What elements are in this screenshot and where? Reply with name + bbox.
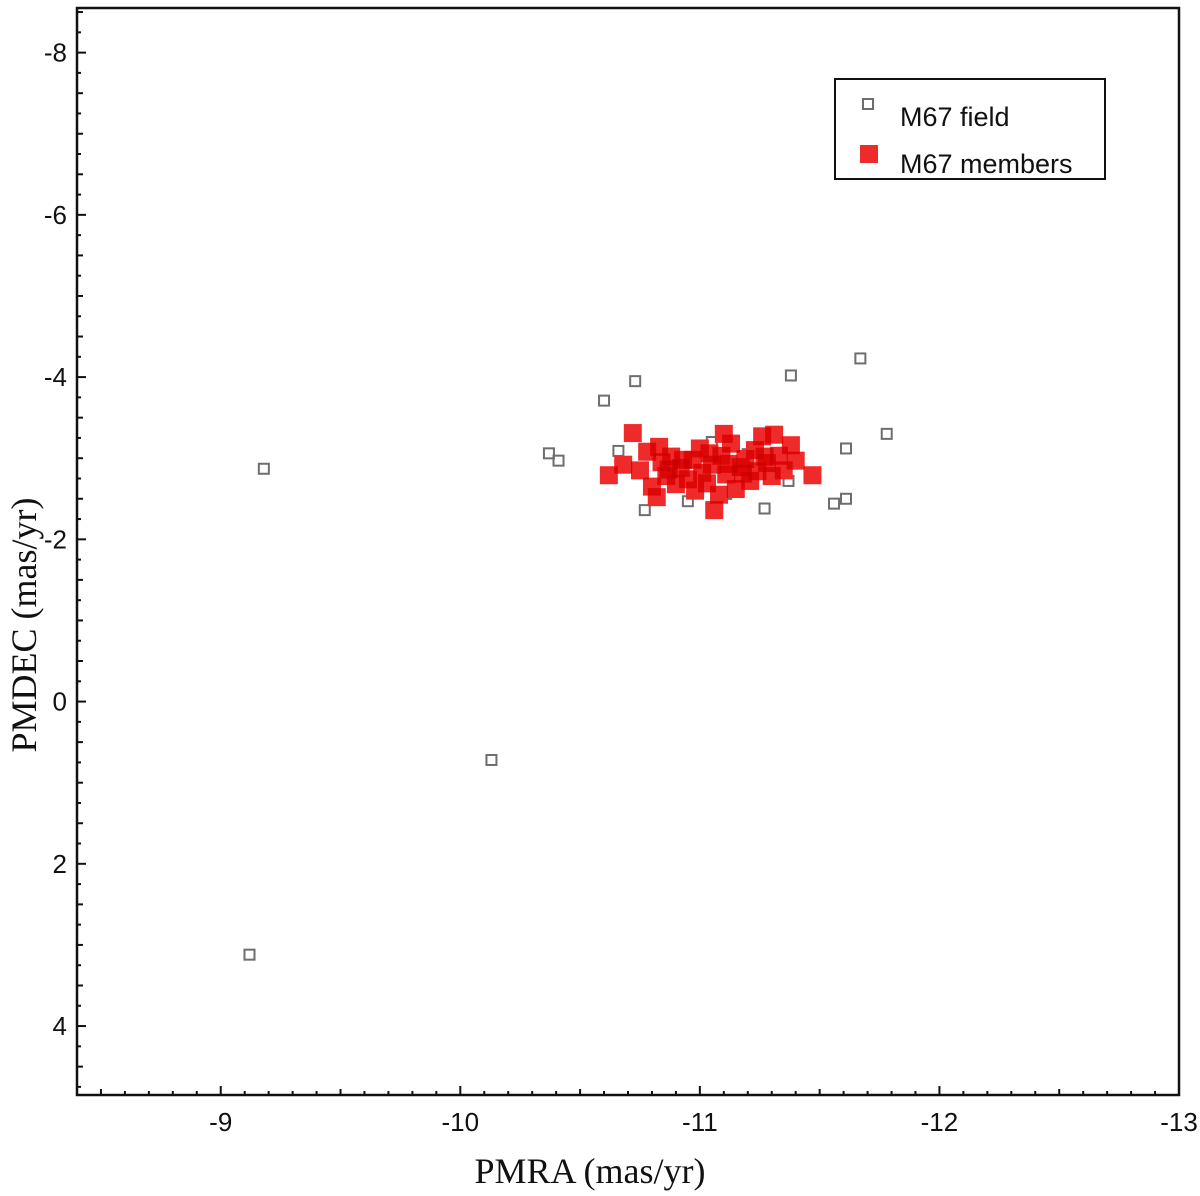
member-point: [733, 464, 752, 483]
legend-box: [834, 78, 1106, 180]
member-point: [803, 466, 822, 485]
field-point: [840, 442, 853, 455]
member-point: [630, 461, 649, 480]
field-point: [552, 454, 565, 467]
legend-members-marker: [860, 145, 878, 163]
field-point: [243, 948, 256, 961]
member-point: [705, 501, 724, 520]
member-point: [710, 485, 729, 504]
member-point: [719, 454, 738, 473]
x-tick-label: -12: [921, 1107, 959, 1137]
y-tick-label: 0: [53, 687, 67, 717]
field-point: [598, 394, 611, 407]
y-tick-label: 2: [53, 849, 67, 879]
x-tick-label: -13: [1160, 1107, 1198, 1137]
field-point: [784, 369, 797, 382]
member-point: [614, 455, 633, 474]
legend-field-label: M67 field: [900, 102, 1010, 132]
field-point: [257, 462, 270, 475]
x-tick-label: -11: [682, 1107, 718, 1137]
y-tick-label: -2: [44, 524, 67, 554]
y-tick-label: -6: [44, 200, 67, 230]
member-point: [623, 424, 642, 443]
member-point: [755, 447, 774, 466]
field-point: [629, 375, 642, 388]
field-point: [758, 502, 771, 515]
y-tick-label: -4: [44, 362, 67, 392]
field-point: [485, 753, 498, 766]
y-axis-title: PMDEC (mas/yr): [4, 498, 44, 753]
x-tick-label: -10: [442, 1107, 480, 1137]
member-point: [781, 436, 800, 455]
legend-field-marker: [862, 98, 874, 110]
x-tick-label: -9: [209, 1107, 232, 1137]
member-point: [599, 466, 618, 485]
field-point: [854, 352, 867, 365]
x-axis-ticks: -9 -10 -11 -12 -13: [76, 1086, 1198, 1137]
member-point: [765, 425, 784, 444]
field-point: [542, 447, 555, 460]
members-series: [599, 424, 822, 520]
x-axis-title: PMRA (mas/yr): [474, 1151, 705, 1191]
member-point: [726, 480, 745, 499]
field-point: [638, 504, 651, 517]
member-point: [700, 444, 719, 463]
plot-frame: [75, 6, 1181, 1097]
member-point: [786, 451, 805, 470]
member-point: [722, 434, 741, 453]
field-point: [880, 427, 893, 440]
member-point: [659, 460, 678, 479]
member-point: [674, 450, 693, 469]
member-point: [647, 488, 666, 507]
field-point: [828, 497, 841, 510]
y-tick-label: -8: [44, 38, 67, 68]
legend: M67 field M67 members: [834, 78, 1106, 180]
field-point: [840, 492, 853, 505]
y-axis-ticks: -8 -6 -4 -2 0 2 4: [44, 11, 86, 1088]
legend-members-label: M67 members: [900, 149, 1073, 179]
member-point: [650, 437, 669, 456]
y-tick-label: 4: [53, 1011, 67, 1041]
